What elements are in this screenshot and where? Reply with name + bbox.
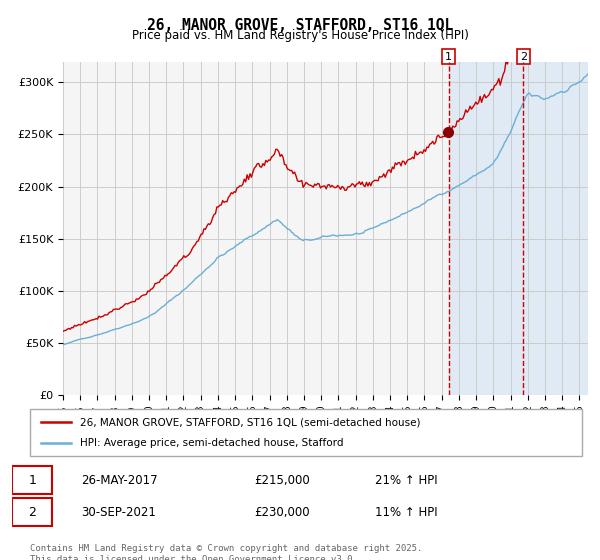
Text: 1: 1 bbox=[445, 52, 452, 62]
Text: 2: 2 bbox=[520, 52, 527, 62]
Text: 26, MANOR GROVE, STAFFORD, ST16 1QL (semi-detached house): 26, MANOR GROVE, STAFFORD, ST16 1QL (sem… bbox=[80, 417, 420, 427]
Text: HPI: Average price, semi-detached house, Stafford: HPI: Average price, semi-detached house,… bbox=[80, 438, 343, 448]
Text: 21% ↑ HPI: 21% ↑ HPI bbox=[375, 474, 437, 487]
Text: 2: 2 bbox=[28, 506, 36, 519]
Text: Price paid vs. HM Land Registry's House Price Index (HPI): Price paid vs. HM Land Registry's House … bbox=[131, 29, 469, 42]
Text: £230,000: £230,000 bbox=[254, 506, 310, 519]
FancyBboxPatch shape bbox=[12, 466, 52, 494]
Text: 1: 1 bbox=[28, 474, 36, 487]
FancyBboxPatch shape bbox=[12, 498, 52, 526]
Bar bbox=[449, 62, 588, 395]
Text: Contains HM Land Registry data © Crown copyright and database right 2025.
This d: Contains HM Land Registry data © Crown c… bbox=[30, 544, 422, 560]
Text: £215,000: £215,000 bbox=[254, 474, 310, 487]
FancyBboxPatch shape bbox=[30, 409, 582, 456]
Text: 11% ↑ HPI: 11% ↑ HPI bbox=[375, 506, 437, 519]
Text: 30-SEP-2021: 30-SEP-2021 bbox=[81, 506, 156, 519]
Text: 26-MAY-2017: 26-MAY-2017 bbox=[81, 474, 158, 487]
Text: 26, MANOR GROVE, STAFFORD, ST16 1QL: 26, MANOR GROVE, STAFFORD, ST16 1QL bbox=[147, 18, 453, 33]
